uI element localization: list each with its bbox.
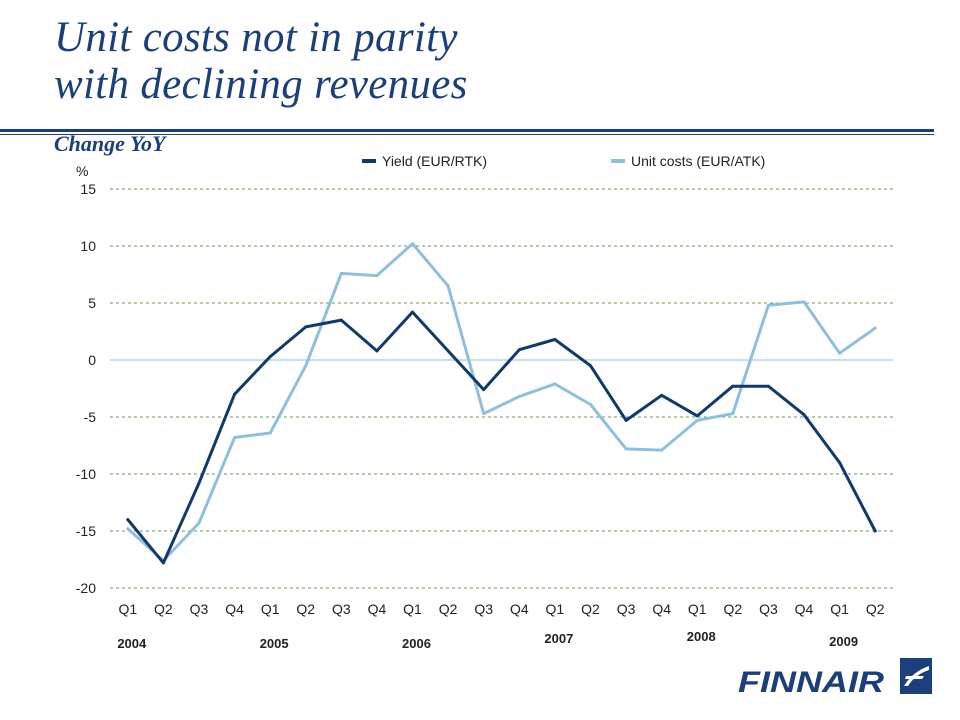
legend-label-0: Yield (EUR/RTK) bbox=[382, 153, 487, 169]
finnair-f-logo-icon bbox=[900, 658, 932, 694]
year-label-2005: 2005 bbox=[260, 636, 289, 651]
series-0-point-19 bbox=[802, 413, 806, 417]
x-tick-label-0: Q1 bbox=[118, 601, 137, 617]
year-label-2004: 2004 bbox=[117, 636, 147, 651]
series-1-point-8 bbox=[411, 242, 414, 246]
series-line-1 bbox=[126, 242, 877, 563]
finnair-logo: FINNAIR bbox=[738, 658, 932, 696]
series-0-point-8 bbox=[411, 310, 414, 314]
finnair-wordmark: FINNAIR bbox=[738, 666, 884, 696]
title-rule-thick bbox=[0, 129, 934, 132]
y-tick-label-7: -20 bbox=[76, 580, 96, 596]
year-label-2009: 2009 bbox=[829, 634, 858, 649]
series-1-point-16 bbox=[695, 418, 699, 422]
series-0-point-7 bbox=[375, 349, 379, 353]
x-tick-label-4: Q1 bbox=[261, 601, 280, 617]
x-tick-label-18: Q3 bbox=[759, 601, 778, 617]
series-1-point-21 bbox=[873, 326, 877, 330]
series-0-point-13 bbox=[589, 364, 592, 368]
x-tick-label-21: Q2 bbox=[866, 601, 885, 617]
x-tick-label-7: Q4 bbox=[368, 601, 387, 617]
series-1-point-3 bbox=[233, 436, 237, 439]
x-tick-label-14: Q3 bbox=[617, 601, 636, 617]
series-0-point-20 bbox=[838, 461, 842, 465]
y-tick-label-3: 0 bbox=[88, 352, 96, 368]
series-0-point-15 bbox=[660, 393, 664, 397]
series-0-point-3 bbox=[233, 392, 237, 396]
x-tick-label-16: Q1 bbox=[688, 601, 707, 617]
y-tick-label-1: 10 bbox=[80, 238, 96, 254]
y-tick-label-2: 5 bbox=[88, 295, 96, 311]
x-tick-label-2: Q3 bbox=[190, 601, 209, 617]
series-0-point-21 bbox=[873, 529, 877, 533]
y-tick-label-4: -5 bbox=[84, 409, 97, 425]
series-1-point-18 bbox=[766, 303, 770, 307]
series-0-point-10 bbox=[482, 388, 486, 392]
x-tick-label-10: Q3 bbox=[474, 601, 493, 617]
x-tick-label-9: Q2 bbox=[439, 601, 458, 617]
series-0-point-18 bbox=[766, 384, 770, 388]
page-title: Unit costs not in parity with declining … bbox=[54, 14, 468, 108]
series-0-point-4 bbox=[268, 355, 272, 359]
series-1-point-4 bbox=[268, 431, 272, 435]
x-tick-label-15: Q4 bbox=[652, 601, 671, 617]
y-tick-label-6: -15 bbox=[76, 523, 96, 539]
series-0-point-11 bbox=[517, 348, 521, 352]
series-1-point-17 bbox=[731, 412, 735, 416]
series-0-point-14 bbox=[624, 418, 628, 422]
y-tick-label-0: 15 bbox=[80, 181, 96, 197]
series-0-point-9 bbox=[446, 349, 450, 353]
series-1-point-11 bbox=[517, 395, 521, 398]
series-1-point-2 bbox=[197, 521, 201, 525]
series-0-point-16 bbox=[695, 414, 699, 418]
series-0-point-17 bbox=[731, 384, 735, 388]
title-line-2: with declining revenues bbox=[54, 61, 468, 108]
year-label-2006: 2006 bbox=[402, 636, 431, 651]
series-1-point-19 bbox=[802, 300, 806, 304]
x-tick-label-3: Q4 bbox=[225, 601, 244, 617]
x-tick-label-13: Q2 bbox=[581, 601, 600, 617]
x-tick-label-5: Q2 bbox=[296, 601, 315, 617]
series-0-point-12 bbox=[553, 338, 557, 341]
x-tick-label-11: Q4 bbox=[510, 601, 529, 617]
x-tick-label-12: Q1 bbox=[546, 601, 565, 617]
x-tick-label-19: Q4 bbox=[795, 601, 814, 617]
year-label-2007: 2007 bbox=[544, 631, 573, 646]
legend-label-1: Unit costs (EUR/ATK) bbox=[631, 153, 765, 169]
series-line-0 bbox=[126, 310, 877, 565]
series-1-point-6 bbox=[339, 271, 343, 275]
x-tick-label-17: Q2 bbox=[723, 601, 742, 617]
series-0-point-5 bbox=[304, 325, 308, 329]
series-1-point-7 bbox=[375, 274, 379, 278]
series-1-point-10 bbox=[482, 412, 486, 416]
y-tick-label-5: -10 bbox=[76, 466, 96, 482]
x-tick-label-6: Q3 bbox=[332, 601, 351, 617]
series-0-point-0 bbox=[126, 518, 130, 522]
year-label-2008: 2008 bbox=[687, 629, 716, 644]
series-1-point-13 bbox=[589, 403, 592, 406]
chart-subtitle: Change YoY bbox=[54, 131, 166, 156]
series-0-point-1 bbox=[161, 561, 165, 565]
y-axis-label: % bbox=[76, 163, 88, 179]
series-1-point-0 bbox=[126, 527, 130, 531]
series-0-point-2 bbox=[197, 481, 201, 485]
series-1-point-20 bbox=[838, 351, 842, 355]
series-1-point-9 bbox=[446, 284, 450, 288]
series-1-point-15 bbox=[660, 448, 664, 452]
series-1-point-14 bbox=[624, 447, 628, 451]
title-line-1: Unit costs not in parity bbox=[54, 14, 458, 61]
series-1-point-5 bbox=[304, 364, 308, 368]
series-1-point-12 bbox=[553, 382, 557, 386]
x-tick-label-8: Q1 bbox=[403, 601, 422, 617]
x-tick-label-20: Q1 bbox=[830, 601, 849, 617]
title-rule-thin bbox=[0, 134, 934, 135]
series-0-point-6 bbox=[339, 318, 343, 322]
x-tick-label-1: Q2 bbox=[154, 601, 173, 617]
